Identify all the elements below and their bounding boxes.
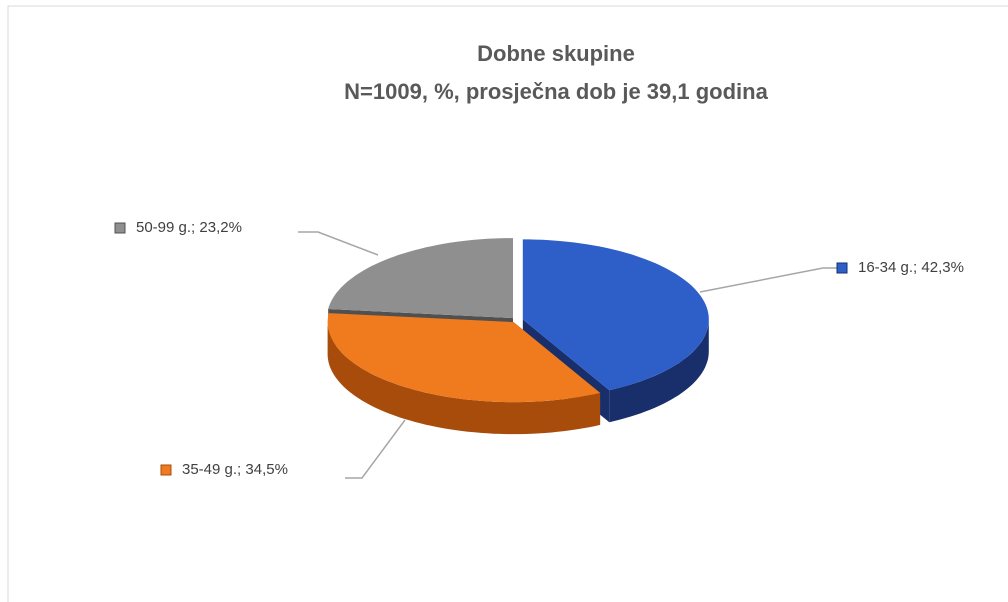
- label-value: 42,3%: [921, 259, 964, 276]
- slice: [328, 238, 513, 319]
- label-separator: ;: [913, 259, 921, 276]
- label-category: 16-34 g.: [858, 259, 913, 276]
- chart-subtitle: N=1009, %, prosječna dob je 39,1 godina: [344, 79, 768, 104]
- slice: [327, 313, 601, 403]
- leader-line: [298, 231, 379, 256]
- leader-line: [345, 419, 406, 479]
- chart-title: Dobne skupine: [477, 41, 635, 66]
- label-separator: ;: [237, 461, 245, 478]
- label-marker: [114, 222, 126, 234]
- leader-line: [699, 267, 838, 293]
- label-value: 34,5%: [245, 461, 288, 478]
- label-category: 35-49 g.: [182, 461, 237, 478]
- slice: [522, 239, 709, 391]
- label-separator: ;: [191, 219, 199, 236]
- label-category: 50-99 g.: [136, 219, 191, 236]
- slice-wall: [327, 322, 601, 435]
- data-label: 35-49 g.; 34,5%: [182, 461, 288, 478]
- data-label: 50-99 g.; 23,2%: [136, 219, 242, 236]
- label-marker: [836, 262, 848, 274]
- label-marker: [160, 464, 172, 476]
- slice-wall: [609, 319, 709, 423]
- data-label: 16-34 g.; 42,3%: [858, 259, 964, 276]
- label-value: 23,2%: [199, 219, 242, 236]
